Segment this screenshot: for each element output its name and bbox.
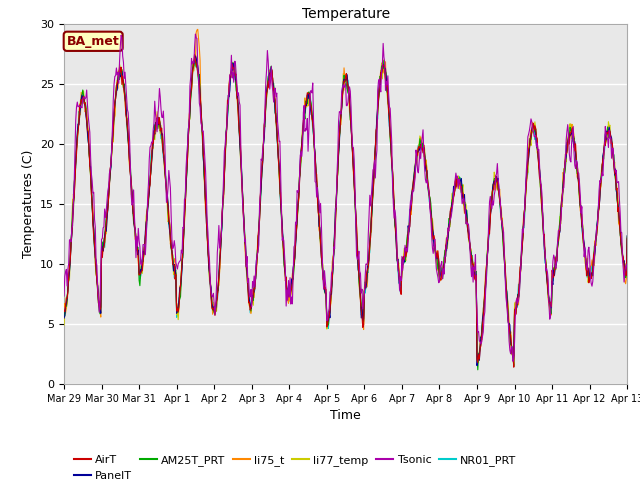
X-axis label: Time: Time: [330, 409, 361, 422]
Text: BA_met: BA_met: [67, 35, 120, 48]
Y-axis label: Temperatures (C): Temperatures (C): [22, 150, 35, 258]
Legend: AirT, PanelT, AM25T_PRT, li75_t, li77_temp, Tsonic, NR01_PRT: AirT, PanelT, AM25T_PRT, li75_t, li77_te…: [70, 451, 521, 480]
Title: Temperature: Temperature: [301, 8, 390, 22]
